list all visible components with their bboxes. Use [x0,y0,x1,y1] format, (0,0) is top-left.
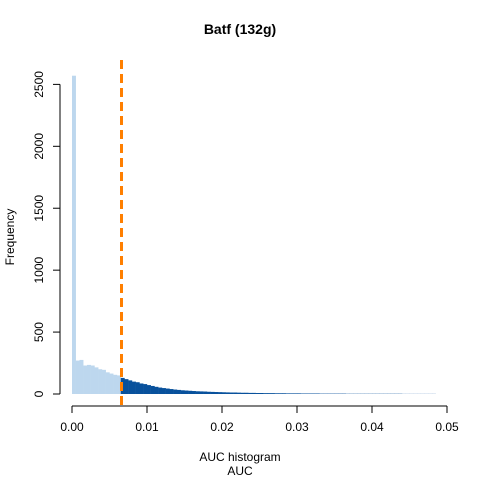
histogram-bar [218,392,223,394]
histogram-bar [207,391,211,394]
histogram-bar [180,390,185,394]
histogram-bar [87,364,91,394]
histogram-bar [158,387,163,394]
x-axis-sublabel: AUC [227,464,253,478]
histogram-bar [240,392,245,394]
histogram-bar [308,393,313,394]
histogram-bar [312,393,316,394]
x-tick-label: 0.04 [360,420,384,434]
histogram-bar [128,380,133,394]
histogram-bar [117,375,121,394]
histogram-bar [98,369,103,394]
y-tick-label: 2000 [32,133,46,160]
histogram-bar [282,393,286,394]
histogram-bar [315,393,320,394]
histogram-bar [154,386,159,394]
y-tick-label: 1500 [32,195,46,222]
histogram-bar [173,389,178,394]
histogram-bar [94,367,99,394]
histogram-bar [259,393,264,394]
histogram-bar [105,372,110,394]
histogram-bar [147,385,151,394]
histogram-bar [139,383,144,394]
histogram-bar [297,393,301,394]
x-tick-label: 0.05 [435,420,459,434]
x-tick-label: 0.01 [135,420,159,434]
x-tick-label: 0.03 [285,420,309,434]
histogram-bar [222,392,226,394]
histogram-bar [300,393,305,394]
x-tick-label: 0.02 [210,420,234,434]
y-tick-label: 0 [32,390,46,397]
histogram-bar [72,75,76,394]
histogram-bar [233,392,238,394]
histogram-bar [263,393,268,394]
histogram-bar [248,392,253,394]
histogram-bar [135,382,140,394]
histogram-bar [289,393,294,394]
histogram-bar [83,365,88,394]
histogram-bar [237,392,241,394]
x-axis: 0.00 0.01 0.02 0.03 0.04 0.05 [60,405,459,434]
histogram-bar [255,393,260,394]
histogram-bar [270,393,275,394]
histogram-bar [184,390,189,394]
histogram-bar [195,391,200,394]
histogram-bar [177,389,181,394]
histogram-bar [267,393,271,394]
histogram-bar [252,392,256,394]
histogram-bar [124,379,129,394]
y-tick-label: 2500 [32,71,46,98]
y-axis-label-text: Frequency [3,208,17,266]
y-axis: 0 500 1000 1500 2000 2500 [32,71,61,397]
histogram-bar [162,388,166,394]
histogram-bar [244,392,249,394]
histogram-bar [225,392,230,394]
histogram-bar [229,392,234,394]
histogram-bar [102,369,106,394]
histogram-bar [79,359,84,394]
histogram-bar [150,385,155,394]
histogram-bar [304,393,309,394]
y-tick-label: 1000 [32,256,46,283]
chart-title: Batf (132g) [203,21,277,37]
y-tick-label: 500 [32,322,46,342]
histogram-bar [90,365,95,394]
histogram-bar [214,392,219,394]
histogram-bar [113,374,118,394]
histogram-bar [75,360,80,394]
y-axis-label: Frequency [3,209,17,266]
histogram-bars [72,75,436,394]
histogram-bar [210,391,215,394]
histogram-bar [274,393,279,394]
x-tick-label: 0.00 [60,420,84,434]
histogram-bar [285,393,290,394]
histogram-bar [143,384,148,394]
histogram-bar [109,373,114,394]
histogram-bar [188,390,193,394]
x-axis-label: AUC histogram [199,450,281,464]
histogram-bar [293,393,298,394]
histogram-bar [169,389,174,394]
histogram-bar [199,391,204,394]
histogram-bar [165,388,170,394]
histogram-bar [203,391,208,394]
histogram-bar [278,393,283,394]
histogram-bar [192,391,196,394]
histogram-bar [132,381,136,394]
